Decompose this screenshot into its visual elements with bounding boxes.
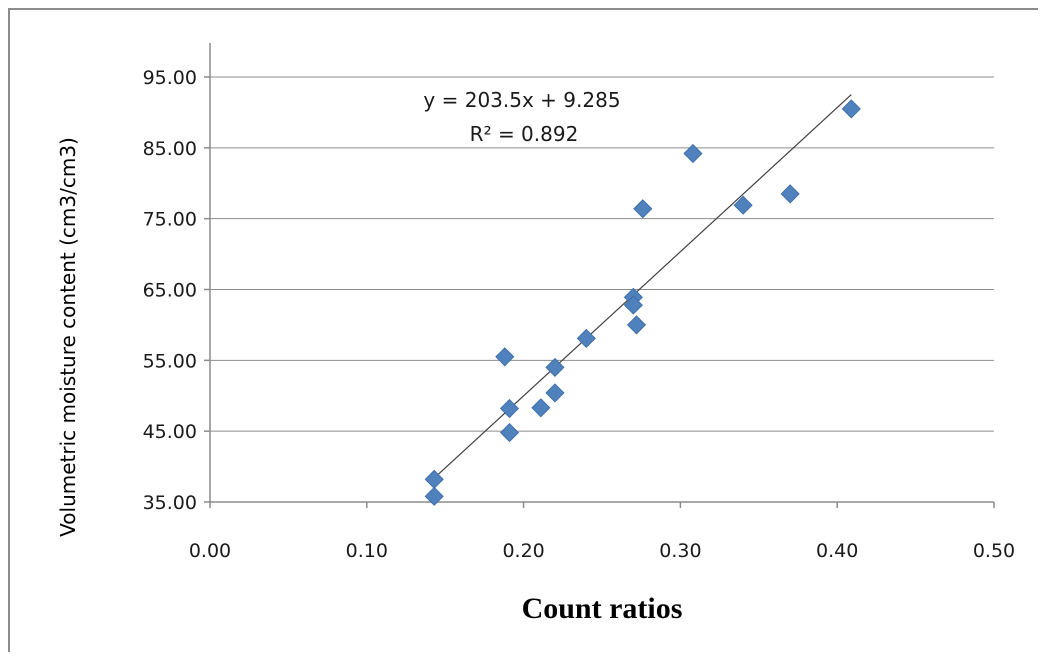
data-point [499,423,520,443]
y-tick-label: 95.00 [143,67,197,89]
data-point [545,357,565,377]
x-tick-label: 0.40 [816,540,858,562]
data-point [623,295,643,315]
data-point [683,143,703,164]
x-tick-label: 0.30 [659,540,701,562]
data-point [576,328,596,348]
y-tick-label: 35.00 [143,492,197,514]
data-point [626,315,647,335]
x-tick-label: 0.10 [346,540,388,562]
y-tick-label: 75.00 [143,209,197,231]
data-point [495,347,515,367]
chart-frame [8,8,1038,652]
x-tick-label: 0.20 [502,540,544,562]
x-tick-labels: 0.00 0.10 0.20 0.30 0.40 0.50 [189,540,1015,562]
data-point [545,383,565,403]
y-axis-label: Volumetric moisture content (cm3/cm3) [56,137,80,537]
data-point [841,99,861,119]
data-point [780,184,800,204]
x-tick-label: 0.50 [973,540,1015,562]
x-axis-label: Count ratios [522,592,683,625]
trendline-equation: y = 203.5x + 9.285 [423,88,620,112]
gridlines [204,76,995,508]
trendline [433,94,852,479]
data-point [633,199,653,219]
data-point [499,398,520,419]
x-tick-label: 0.00 [189,540,231,562]
data-point [424,486,444,506]
data-point [531,398,551,418]
y-tick-labels: 35.00 45.00 55.00 65.00 75.00 85.00 95.00 [143,67,197,514]
y-tick-label: 45.00 [143,421,197,443]
data-point [733,195,753,215]
trendline-r2: R² = 0.892 [470,122,579,146]
data-points [424,99,861,506]
y-tick-label: 85.00 [143,138,197,160]
y-tick-label: 65.00 [143,280,197,302]
y-tick-label: 55.00 [143,350,197,372]
